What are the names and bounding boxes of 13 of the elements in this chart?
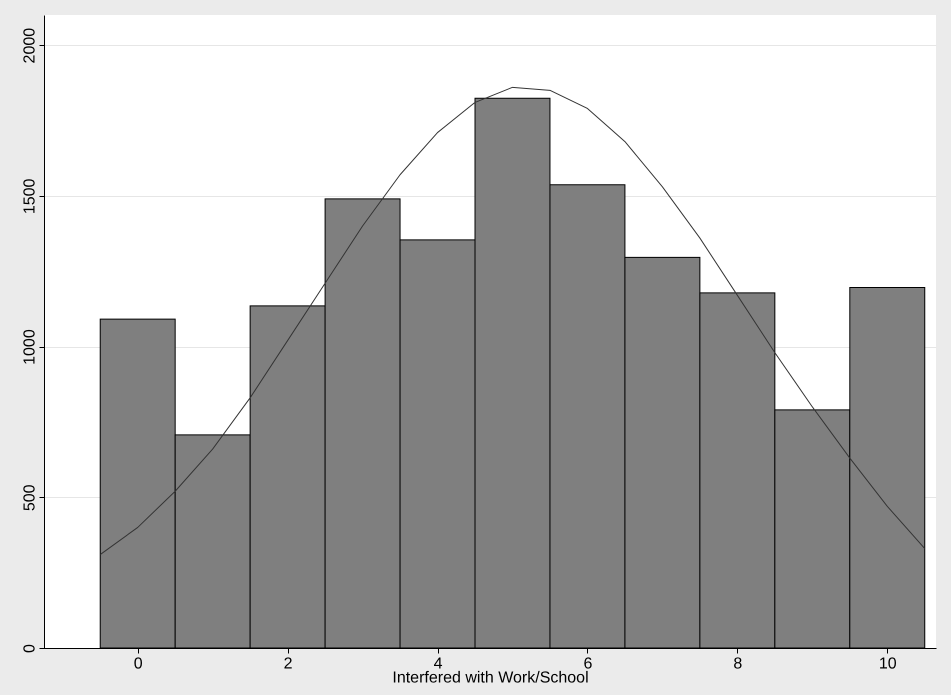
y-tick-label: 1000 — [22, 329, 38, 365]
y-tick-label: 2000 — [22, 28, 38, 64]
y-tick-label: 1500 — [22, 178, 38, 214]
x-tick-label: 8 — [733, 656, 742, 672]
y-tick-label: 500 — [22, 484, 38, 512]
x-axis-title: Interfered with Work/School — [392, 670, 589, 686]
x-tick-label: 6 — [583, 656, 592, 672]
x-tick-label: 4 — [434, 656, 443, 672]
x-tick-label: 0 — [134, 656, 143, 672]
y-tick-label: 0 — [22, 644, 38, 653]
x-tick-label: 10 — [878, 656, 897, 672]
line-series — [100, 86, 926, 556]
x-tick-label: 2 — [284, 656, 293, 672]
